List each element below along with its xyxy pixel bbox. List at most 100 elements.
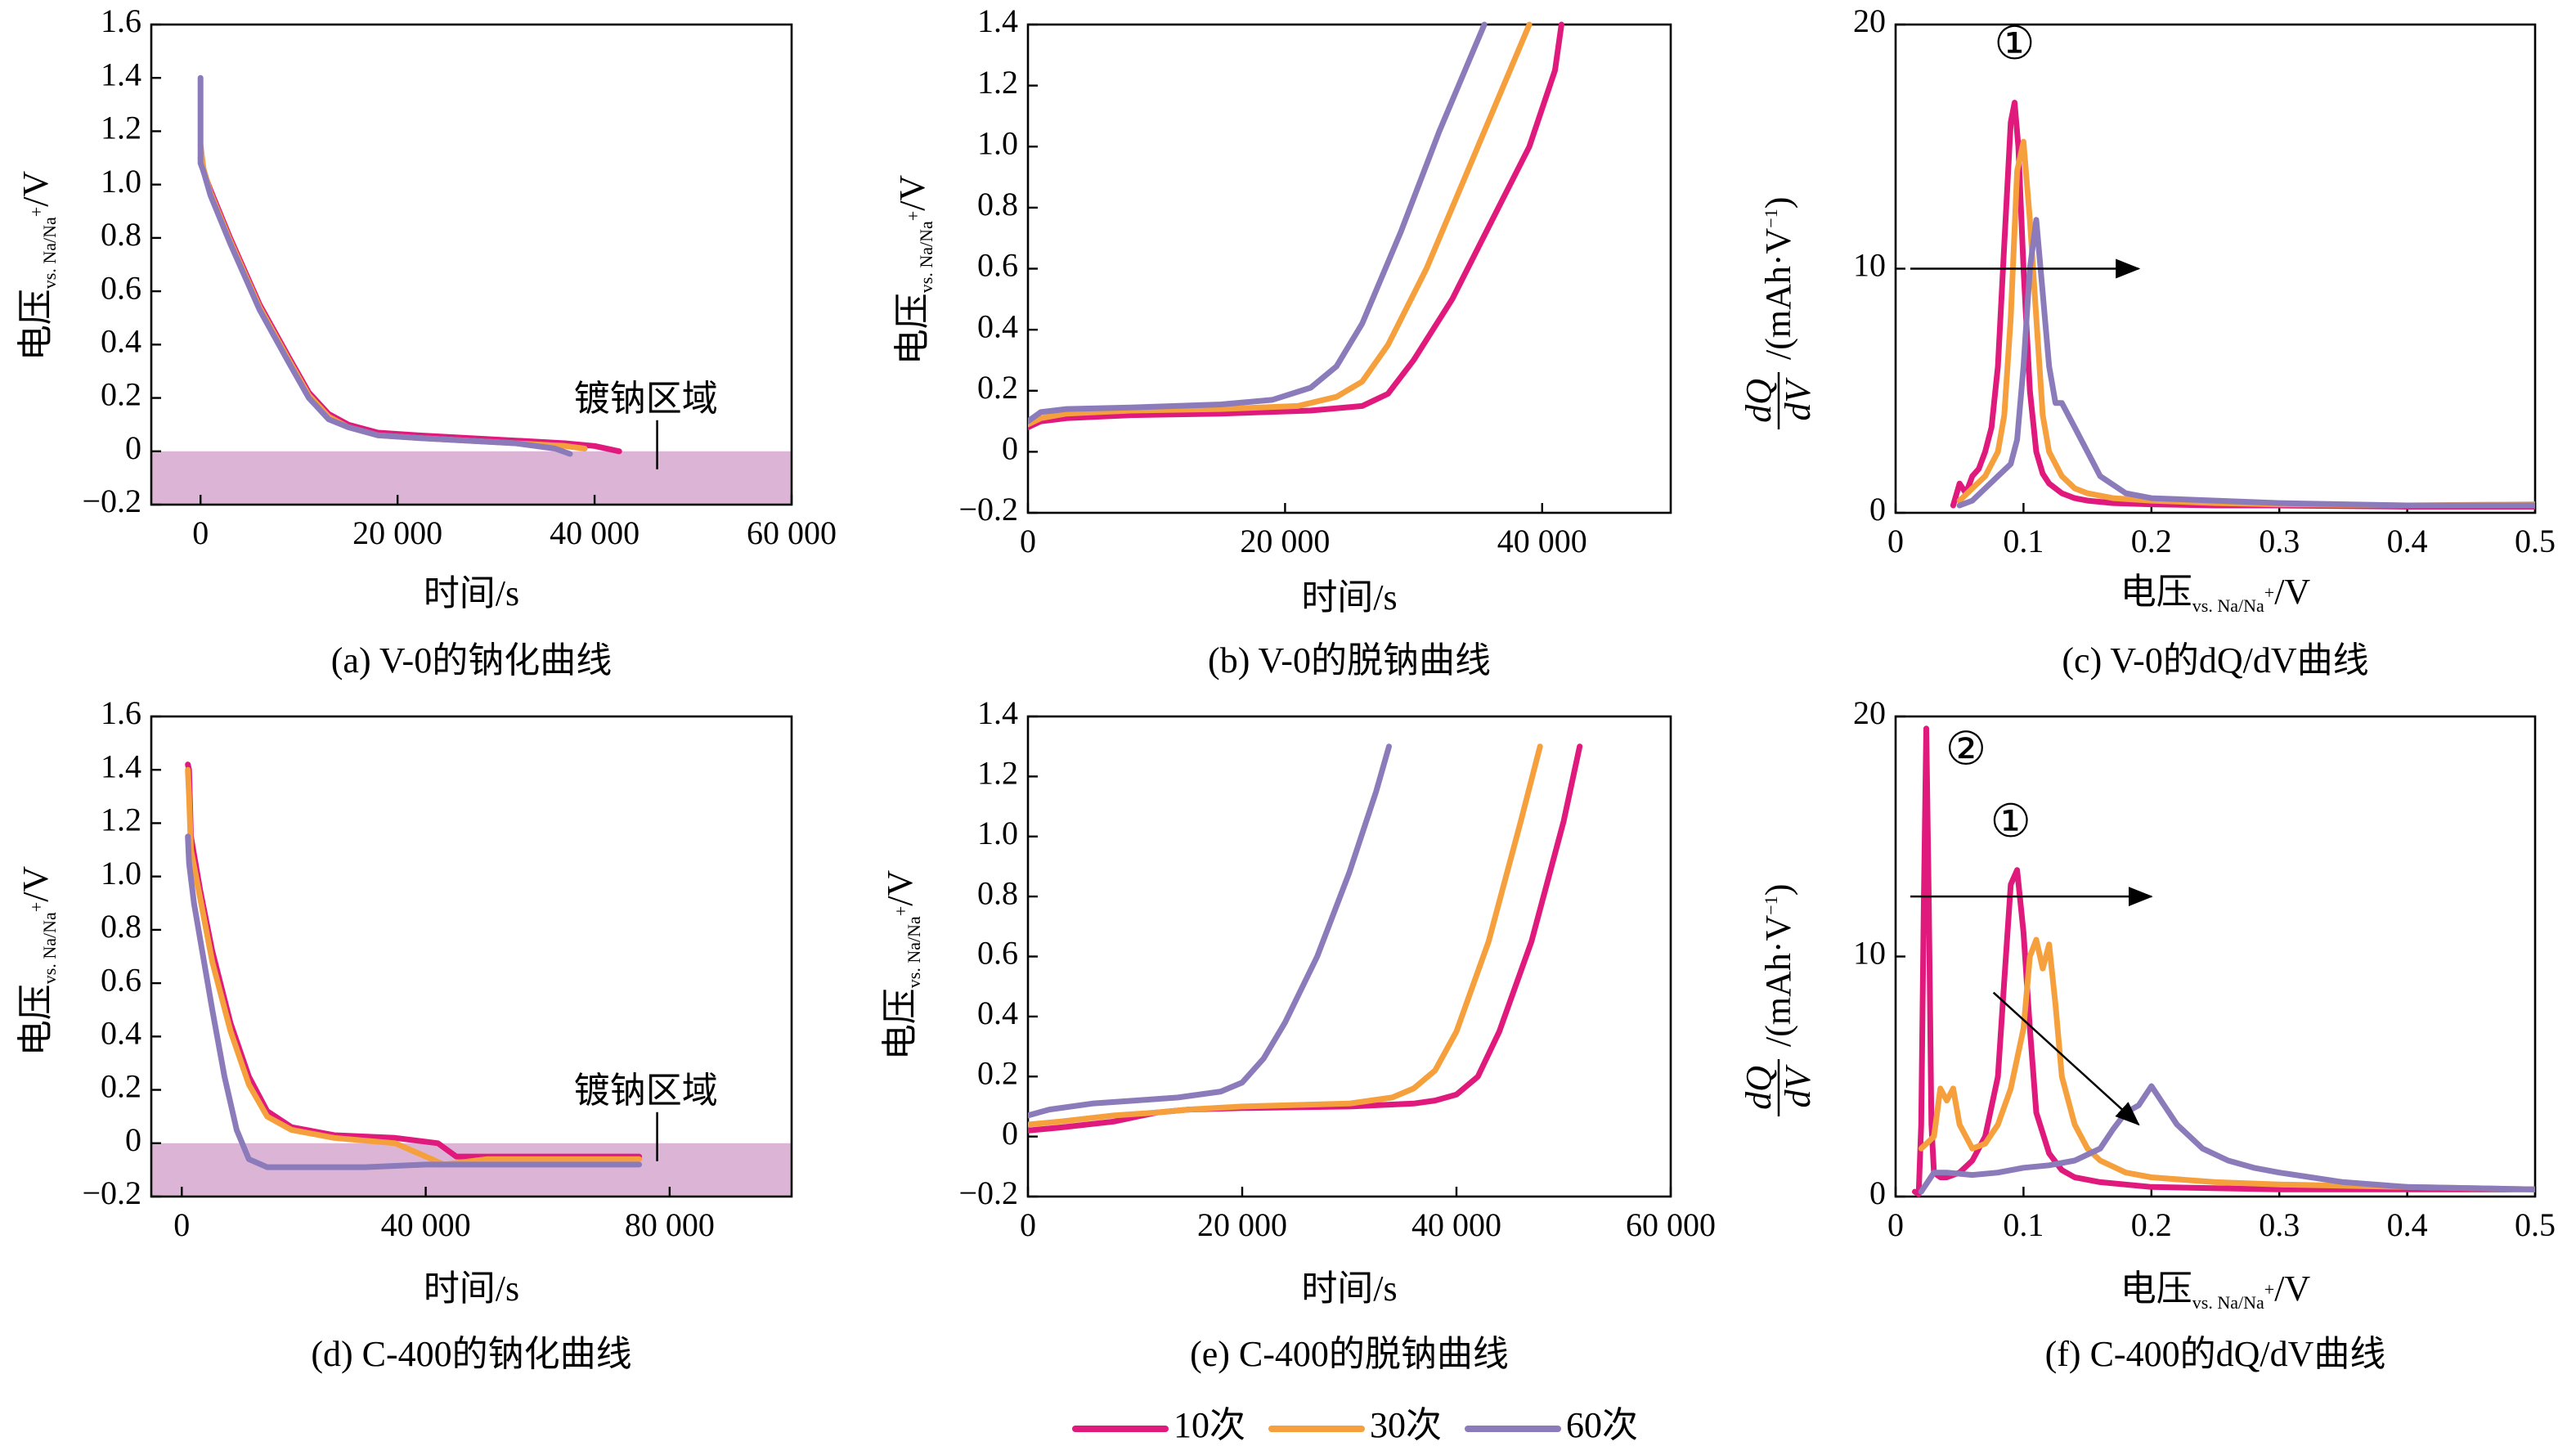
y-tick-label: 0 bbox=[125, 1121, 141, 1158]
shift-arrow bbox=[1992, 991, 2140, 1126]
y-tick-label: 10 bbox=[1853, 247, 1886, 284]
x-tick-label: 0.2 bbox=[2131, 523, 2172, 559]
x-tick-label: 40 000 bbox=[381, 1206, 471, 1243]
x-tick-label: 0.5 bbox=[2515, 523, 2556, 559]
y-tick-label: 0.6 bbox=[101, 269, 141, 306]
plot-frame bbox=[150, 23, 793, 506]
panel-caption: (c) V-0的dQ/dV曲线 bbox=[2062, 640, 2368, 680]
y-tick-label: 0 bbox=[125, 429, 141, 466]
panel-caption: (f) C-400的dQ/dV曲线 bbox=[2045, 1334, 2386, 1374]
x-tick-label: 0.4 bbox=[2387, 523, 2428, 559]
x-axis-label: 时间/s bbox=[424, 1269, 519, 1309]
x-tick-label: 0.4 bbox=[2387, 1206, 2428, 1243]
chart-d: −0.2 0 0.2 0.4 0.6 0.8 1.0 1.2 1.4 1.6 0 40 000 80 0… bbox=[16, 694, 793, 1374]
y-axis-label: 电压vs. Na/Na+/V bbox=[16, 866, 60, 1057]
chart-b: −0.200.20.40.60.81.01.21.40 20 000 40 000时… bbox=[892, 2, 1672, 680]
x-tick-label: 0 bbox=[192, 514, 209, 551]
x-tick-label: 20 000 bbox=[1240, 523, 1330, 559]
y-tick-label: 1.6 bbox=[101, 694, 141, 731]
legend-label: 30次 bbox=[1370, 1405, 1442, 1445]
y-axis-label: 电压vs. Na/Na+/V bbox=[892, 175, 936, 366]
legend-label: 60次 bbox=[1566, 1405, 1638, 1445]
y-tick-label: −0.2 bbox=[958, 491, 1018, 528]
y-tick-label: 0.6 bbox=[977, 247, 1018, 284]
x-tick-label: 20 000 bbox=[352, 514, 442, 551]
legend: 10次 30次 60次 bbox=[1072, 1405, 1638, 1445]
y-tick-label: 0.2 bbox=[101, 1068, 141, 1105]
peak-annotation: ① bbox=[1990, 797, 2031, 847]
x-tick-label: 40 000 bbox=[1497, 523, 1587, 559]
y-label-denominator: dV bbox=[1778, 376, 1818, 420]
y-tick-label: 1.4 bbox=[977, 2, 1018, 39]
panel-caption: (d) C-400的钠化曲线 bbox=[311, 1334, 631, 1374]
plot-frame bbox=[1026, 23, 1672, 514]
series-line-60次 bbox=[1028, 743, 1392, 1119]
panel-caption: (b) V-0的脱钠曲线 bbox=[1208, 640, 1491, 680]
y-label-numerator: dQ bbox=[1739, 1066, 1779, 1110]
y-tick-label: 1.4 bbox=[977, 694, 1018, 731]
y-label-unit: /(mAh·V−1) bbox=[1758, 197, 1798, 360]
x-axis-label: 电压vs. Na/Na+/V bbox=[2120, 1269, 2311, 1313]
x-tick-label: 40 000 bbox=[550, 514, 640, 551]
peak-annotation: ② bbox=[1945, 725, 1986, 775]
series-line-10次 bbox=[197, 155, 622, 455]
y-tick-label: 0.2 bbox=[101, 376, 141, 413]
series-line-60次 bbox=[185, 833, 643, 1170]
y-tick-label: 1.0 bbox=[977, 124, 1018, 161]
y-tick-label: 0 bbox=[1002, 430, 1018, 467]
series-line-10次 bbox=[1950, 100, 2535, 510]
x-axis-label: 电压vs. Na/Na+/V bbox=[2120, 572, 2311, 616]
x-tick-label: 60 000 bbox=[747, 514, 837, 551]
y-tick-label: 0.8 bbox=[977, 874, 1018, 911]
chart-e: −0.200.20.40.60.81.01.21.40 20 000 40 000 6… bbox=[880, 694, 1716, 1374]
y-tick-label: −0.2 bbox=[82, 483, 141, 519]
x-axis-label: 时间/s bbox=[1301, 577, 1397, 617]
series-line-60次 bbox=[1956, 217, 2535, 509]
plating-region bbox=[151, 1143, 792, 1197]
x-tick-label: 0 bbox=[1020, 1206, 1036, 1243]
y-tick-label: 1.2 bbox=[977, 64, 1018, 101]
legend-label: 10次 bbox=[1174, 1405, 1245, 1445]
series-line-30次 bbox=[1028, 21, 1533, 428]
y-tick-label: 0.6 bbox=[977, 935, 1018, 972]
series-line-10次 bbox=[1028, 743, 1583, 1134]
x-axis-label: 时间/s bbox=[1301, 1269, 1397, 1309]
x-tick-label: 0.3 bbox=[2259, 1206, 2300, 1243]
y-tick-label: 10 bbox=[1853, 935, 1886, 972]
y-tick-label: 1.4 bbox=[101, 56, 141, 92]
y-tick-label: 0.4 bbox=[101, 1015, 141, 1052]
y-tick-label: 1.2 bbox=[101, 110, 141, 146]
series-line-60次 bbox=[1918, 1083, 2535, 1195]
series-line-30次 bbox=[1028, 743, 1543, 1128]
x-axis-label: 时间/s bbox=[424, 573, 519, 613]
y-tick-label: 0.8 bbox=[977, 186, 1018, 222]
y-tick-label: 1.0 bbox=[101, 855, 141, 891]
y-tick-label: 0 bbox=[1869, 491, 1886, 528]
y-tick-label: 0.4 bbox=[101, 323, 141, 360]
y-axis-label: 电压vs. Na/Na+/V bbox=[16, 171, 60, 362]
chart-c: 0 10 20 0 0.1 0.2 0.3 0.4 0.5 电压vs. Na/Na+/V dQ dV /… bbox=[1739, 2, 2556, 680]
x-tick-label: 0 bbox=[1887, 1206, 1904, 1243]
y-axis-label: dQ dV /(mAh·V−1) bbox=[1739, 884, 1818, 1116]
series-line-10次 bbox=[1028, 21, 1564, 430]
series-line-30次 bbox=[1918, 936, 2535, 1192]
y-tick-label: 0.4 bbox=[977, 308, 1018, 344]
y-tick-label: 0.8 bbox=[101, 216, 141, 253]
chart-a: −0.2 0 0.2 0.4 0.6 0.8 1.0 1.2 1.4 1.6 0 20 000 40 0… bbox=[16, 2, 837, 680]
series-line-30次 bbox=[185, 766, 643, 1168]
x-tick-label: 60 000 bbox=[1626, 1206, 1716, 1243]
x-tick-label: 0 bbox=[173, 1206, 190, 1243]
y-tick-label: −0.2 bbox=[958, 1174, 1018, 1211]
y-axis-label: dQ dV /(mAh·V−1) bbox=[1739, 197, 1818, 429]
y-tick-label: 0 bbox=[1869, 1174, 1886, 1211]
x-tick-label: 0.2 bbox=[2131, 1206, 2172, 1243]
y-tick-label: 20 bbox=[1853, 2, 1886, 39]
series-line-60次 bbox=[197, 74, 573, 457]
y-tick-label: 0.8 bbox=[101, 908, 141, 945]
y-tick-label: 0.2 bbox=[977, 369, 1018, 406]
plot-frame bbox=[1894, 715, 2537, 1198]
x-tick-label: 80 000 bbox=[625, 1206, 715, 1243]
y-label-numerator: dQ bbox=[1739, 379, 1779, 423]
y-tick-label: 20 bbox=[1853, 694, 1886, 731]
